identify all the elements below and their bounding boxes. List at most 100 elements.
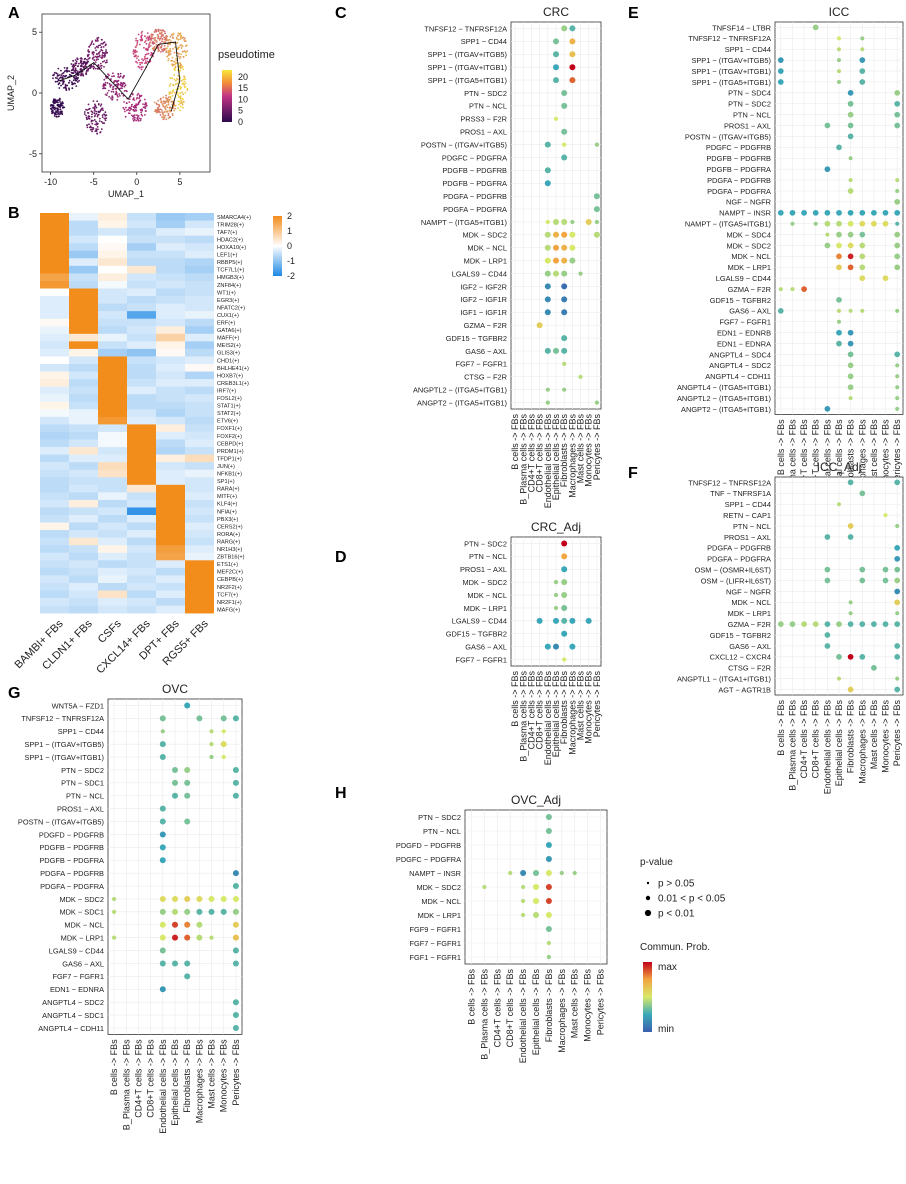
dotplot-point	[545, 842, 552, 848]
heatmap-cell	[98, 590, 127, 599]
dotplot-row-label: PDGFC − PDGFRA	[396, 855, 461, 864]
umap-cell-point	[148, 46, 150, 49]
dotplot-row-label: PROS1 − AXL	[724, 533, 771, 542]
umap-cell-point	[153, 39, 156, 41]
umap-cell-point	[143, 35, 146, 37]
dotplot-point	[847, 351, 854, 358]
umap-cell-point	[144, 48, 147, 50]
heatmap-row-label: FOSL2(+)	[217, 396, 242, 402]
umap-cell-point	[95, 120, 97, 123]
umap-cell-point	[144, 57, 147, 60]
umap-cell-point	[182, 98, 185, 101]
umap-cell-point	[170, 33, 173, 36]
umap-cell-point	[68, 87, 70, 90]
heatmap-cell	[127, 258, 156, 267]
dotplot-row-label: ANGPTL4 − SDC1	[42, 1011, 104, 1020]
dotplot-row-label: CTSG − F2R	[464, 373, 507, 382]
heatmap-cell	[69, 560, 98, 569]
dotplot-point	[159, 896, 166, 902]
umap-cell-point	[123, 108, 126, 111]
umap-cell-point	[85, 114, 87, 117]
heatmap-cell	[40, 552, 69, 561]
heatmap-cell	[40, 280, 69, 289]
umap-cell-point	[151, 35, 153, 38]
umap-cell-point	[174, 104, 177, 107]
dotplot-point	[561, 257, 568, 264]
heatmap-cell	[127, 379, 156, 387]
umap-cell-point	[134, 55, 137, 58]
umap-cell-point	[184, 37, 186, 40]
umap-cell-point	[167, 114, 170, 116]
heatmap-cell	[156, 296, 185, 304]
heatmap-cell	[185, 318, 214, 327]
umap-cell-point	[84, 65, 87, 68]
umap-cell-point	[92, 67, 95, 70]
dotplot-row-label: PDGFA − PDGFRB	[707, 544, 771, 553]
dotplot-row-label: FGF7 − FGFR1	[52, 972, 104, 981]
umap-cell-point	[182, 93, 185, 96]
umap-cell-point	[92, 43, 95, 46]
dotplot-point	[521, 898, 526, 904]
umap-cell-point	[78, 62, 80, 65]
heatmap-cell	[40, 326, 69, 335]
umap-cell-point	[108, 74, 110, 77]
umap-cell-point	[146, 60, 149, 63]
heatmap-colorbar-tick: 1	[287, 226, 292, 236]
umap-cell-point	[182, 106, 184, 109]
heatmap-cell	[98, 484, 127, 493]
umap-cell-point	[96, 37, 99, 40]
umap-cell-point	[163, 116, 166, 119]
umap-cell-point	[142, 59, 145, 62]
dotplot-row-label: IGF2 − IGF1R	[460, 295, 507, 304]
umap-cell-point	[176, 41, 179, 44]
umap-cell-point	[135, 60, 137, 63]
umap-cell-point	[117, 73, 120, 75]
umap-cell-point	[89, 44, 92, 47]
dotplot-point	[533, 884, 539, 890]
umap-cell-point	[114, 80, 116, 83]
umap-cell-point	[183, 85, 186, 87]
heatmap-cell	[40, 258, 69, 267]
heatmap-cell	[69, 567, 98, 576]
umap-cell-point	[176, 82, 179, 85]
umap-cell-point	[59, 76, 62, 79]
umap-cell-point	[83, 58, 86, 60]
umap-cell-point	[137, 103, 140, 106]
umap-cell-point	[123, 74, 125, 77]
umap-cell-point	[122, 107, 125, 109]
heatmap-cell	[185, 280, 214, 289]
heatmap-cell	[185, 265, 214, 274]
heatmap-cell	[127, 560, 156, 569]
dotplot-x-label: Epithelial cells -> FBs	[834, 419, 844, 506]
umap-cell-point	[93, 119, 96, 121]
dotplot-point	[159, 960, 166, 967]
dotplot-x-label: B cells -> FBs	[109, 1039, 119, 1095]
dotplot-point	[159, 857, 166, 864]
umap-cell-point	[146, 32, 149, 35]
dotplot-point	[824, 220, 831, 227]
heatmap-cell	[40, 567, 69, 576]
umap-cell-point	[78, 79, 80, 82]
umap-cell-point	[88, 45, 90, 48]
umap-cell-point	[90, 115, 93, 118]
umap-cell-point	[100, 49, 103, 51]
umap-cell-point	[144, 114, 146, 116]
heatmap-cell	[69, 515, 98, 523]
dotplot-point	[847, 220, 854, 227]
dotplot-point	[882, 220, 889, 227]
dotplot-point	[847, 100, 854, 107]
umap-cell-point	[117, 76, 119, 78]
umap-cell-point	[181, 102, 183, 105]
heatmap-cell	[127, 590, 156, 599]
heatmap-colorbar-tick: -1	[287, 256, 295, 266]
umap-cell-point	[131, 93, 134, 96]
dotplot-point	[894, 90, 901, 96]
dotplot-point	[894, 122, 901, 129]
dotplot-point	[208, 896, 215, 902]
heatmap-row-label: CHD1(+)	[217, 358, 239, 364]
dotplot-point	[569, 64, 576, 71]
umap-cell-point	[150, 36, 152, 39]
umap-cell-point	[144, 40, 147, 42]
dotplot-row-label: PTN − NCL	[469, 552, 507, 561]
